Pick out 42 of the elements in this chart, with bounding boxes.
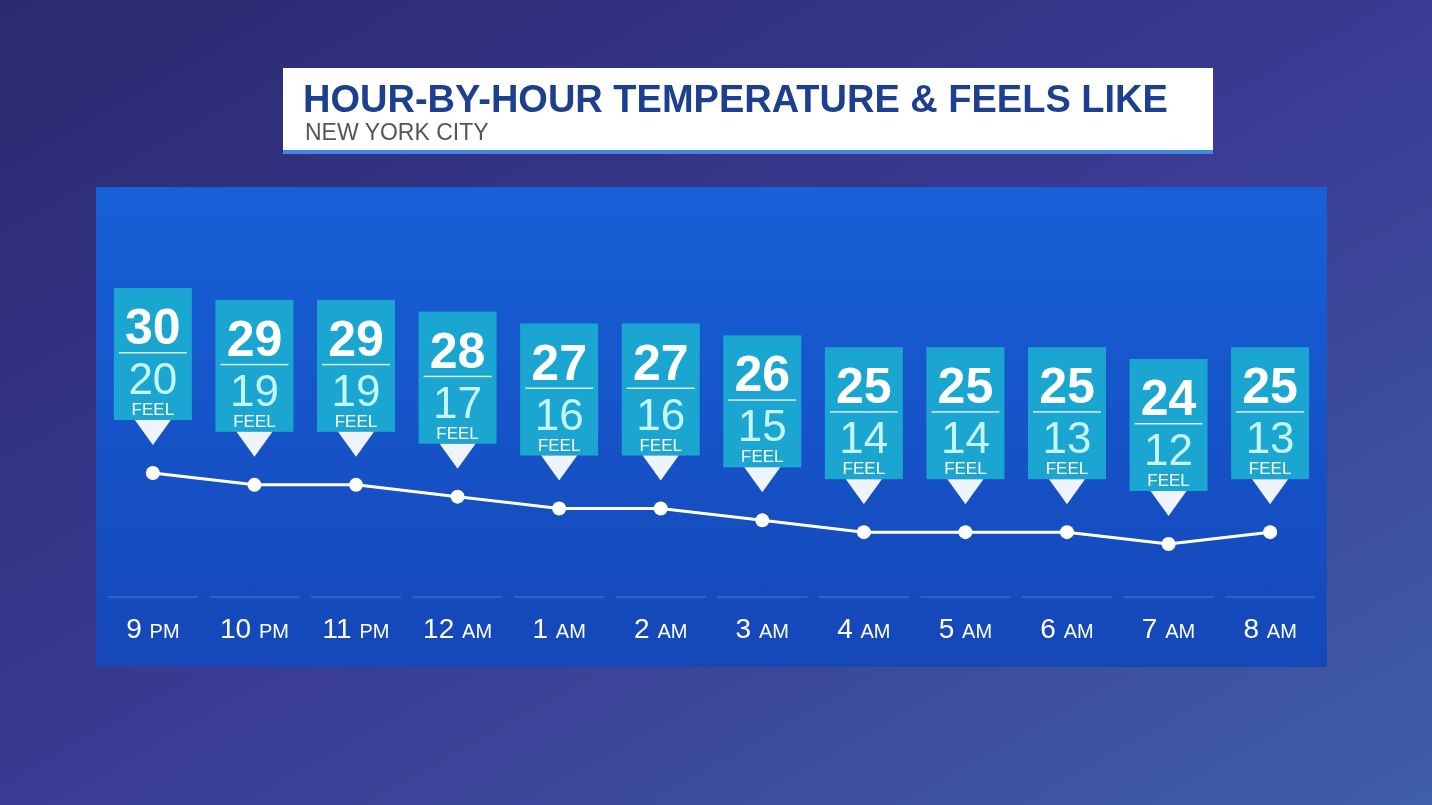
x-tick-label: 3 AM bbox=[735, 613, 789, 644]
text: FEEL bbox=[1147, 471, 1190, 490]
x-tick-label: 4 AM bbox=[837, 613, 891, 644]
x-tick-label: 11 PM bbox=[322, 613, 390, 644]
x-tick-label: 1 AM bbox=[532, 613, 586, 644]
x-tick-label: 7 AM bbox=[1141, 613, 1196, 644]
data-label: 25 bbox=[1242, 358, 1298, 415]
annotation: 12 bbox=[1144, 425, 1194, 474]
data-label: 27 bbox=[531, 334, 587, 391]
point bbox=[653, 501, 668, 516]
point bbox=[1059, 525, 1074, 540]
point bbox=[247, 477, 262, 492]
data-label: 26 bbox=[734, 346, 791, 403]
x-tick-label: 10 PM bbox=[219, 613, 289, 644]
x-tick-label: 6 AM bbox=[1040, 613, 1094, 644]
text: FEEL bbox=[131, 400, 175, 419]
data-label: 24 bbox=[1140, 370, 1197, 426]
x-tick-label: 2 AM bbox=[634, 613, 688, 644]
point bbox=[552, 501, 567, 516]
point bbox=[349, 477, 364, 492]
point bbox=[450, 489, 465, 504]
data-label: 29 bbox=[226, 310, 283, 367]
chart-title: HOUR-BY-HOUR TEMPERATURE & FEELS LIKE bbox=[303, 78, 1168, 120]
chart-subtitle: NEW YORK CITY bbox=[305, 119, 489, 145]
point bbox=[856, 525, 871, 540]
data-label: 30 bbox=[125, 299, 181, 355]
data-label: 27 bbox=[632, 334, 689, 391]
data-label: 25 bbox=[836, 358, 892, 415]
point bbox=[1263, 525, 1278, 540]
text: 20 bbox=[128, 354, 178, 403]
x-tick-label: 9 PM bbox=[126, 613, 180, 644]
x-tick-label: 5 AM bbox=[938, 613, 993, 644]
data-label: 25 bbox=[937, 358, 994, 415]
point bbox=[1161, 537, 1176, 551]
data-label: 28 bbox=[429, 322, 486, 379]
data-label: 29 bbox=[328, 310, 384, 367]
x-tick-label: 8 AM bbox=[1243, 613, 1297, 644]
point bbox=[958, 525, 973, 540]
data-label: 25 bbox=[1039, 358, 1095, 415]
point bbox=[145, 466, 160, 480]
point bbox=[755, 513, 770, 528]
x-tick-label: 12 AM bbox=[423, 613, 493, 644]
